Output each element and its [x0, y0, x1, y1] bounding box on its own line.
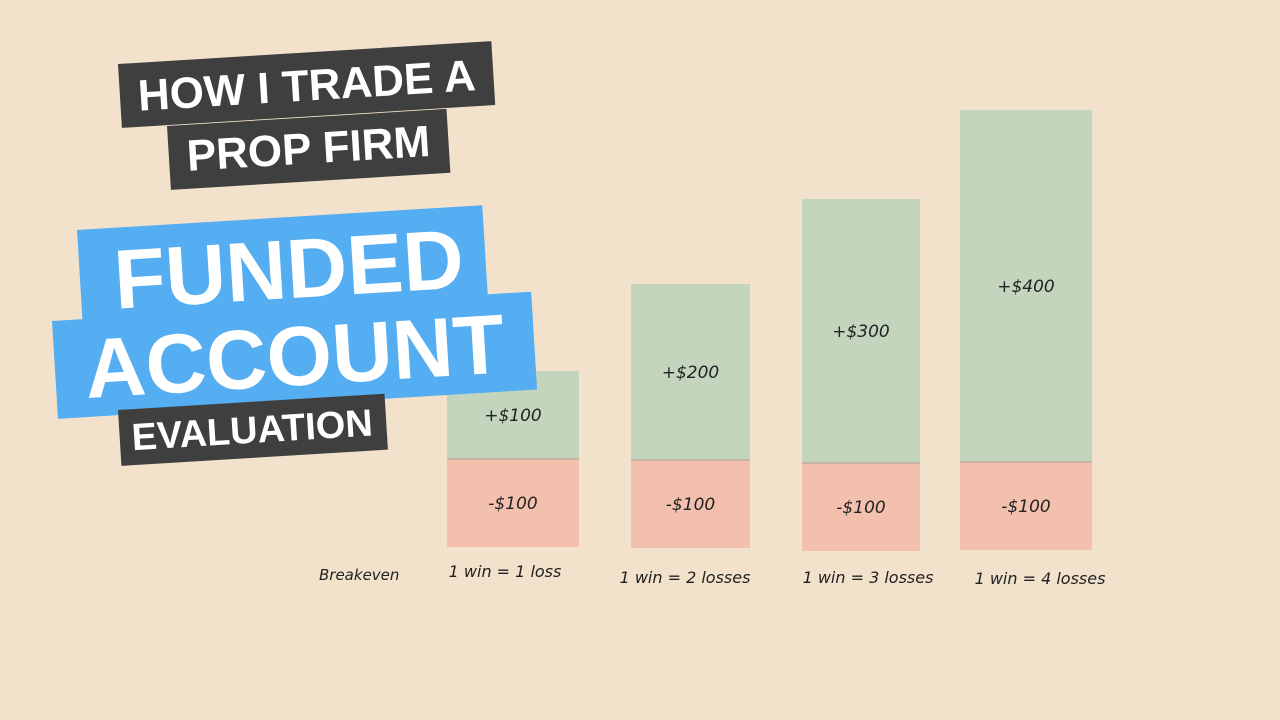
category-label-4: 1 win = 4 losses — [975, 569, 1106, 588]
bar-loss-1 — [447, 459, 579, 547]
breakeven-row-label: Breakeven — [319, 566, 399, 584]
bar-win-2 — [631, 284, 750, 460]
loss-value-label-2: -$100 — [666, 495, 715, 515]
bar-win-4 — [960, 110, 1092, 462]
loss-value-label-4: -$100 — [1001, 497, 1050, 517]
bar-loss-4 — [960, 462, 1092, 550]
category-label-1: 1 win = 1 loss — [449, 562, 562, 581]
bar-win-3 — [802, 199, 920, 463]
win-value-label-3: +$300 — [832, 322, 890, 342]
category-label-2: 1 win = 2 losses — [620, 568, 751, 587]
win-value-label-4: +$400 — [997, 277, 1055, 297]
bar-loss-2 — [631, 460, 750, 548]
category-label-3: 1 win = 3 losses — [803, 568, 934, 587]
win-value-label-1: +$100 — [484, 406, 542, 426]
loss-value-label-1: -$100 — [488, 494, 537, 514]
bar-loss-3 — [802, 463, 920, 551]
loss-value-label-3: -$100 — [836, 498, 885, 518]
win-value-label-2: +$200 — [662, 363, 720, 383]
